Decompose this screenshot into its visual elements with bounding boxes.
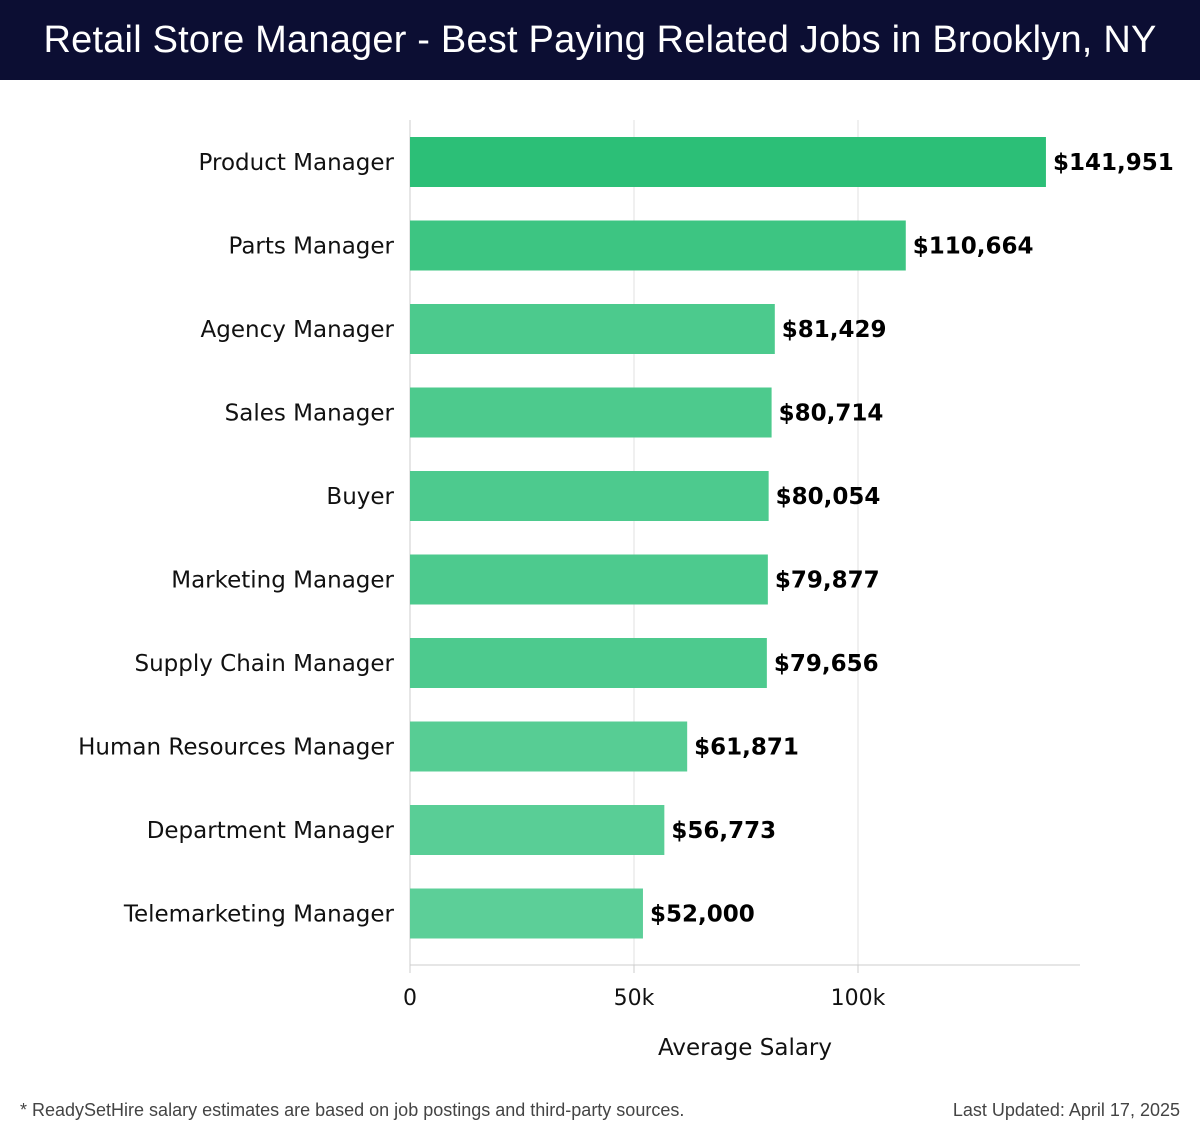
x-tick-label: 100k (831, 986, 886, 1011)
value-label: $79,877 (775, 568, 880, 594)
bar-3 (410, 304, 775, 354)
x-tick-label: 50k (614, 986, 655, 1011)
category-label: Buyer (326, 484, 394, 510)
category-label: Marketing Manager (171, 568, 394, 594)
value-label: $110,664 (913, 234, 1034, 260)
category-label: Product Manager (199, 150, 395, 176)
bar-1 (410, 137, 1046, 187)
bar-5 (410, 471, 769, 521)
bar-7 (410, 638, 767, 688)
bar-9 (410, 805, 665, 855)
bar-2 (410, 220, 906, 271)
value-label: $52,000 (650, 902, 755, 928)
value-label: $81,429 (782, 317, 887, 343)
category-label: Telemarketing Manager (123, 902, 395, 928)
header-bar: Retail Store Manager - Best Paying Relat… (0, 0, 1200, 80)
bar-6 (410, 554, 768, 605)
x-axis-title: Average Salary (658, 1035, 832, 1061)
category-label: Agency Manager (201, 317, 395, 343)
value-label: $61,871 (694, 735, 799, 761)
value-label: $80,054 (776, 484, 881, 510)
category-label: Human Resources Manager (78, 735, 394, 761)
bar-10 (410, 888, 643, 939)
category-label: Parts Manager (228, 234, 394, 260)
x-tick-label: 0 (403, 986, 417, 1011)
value-label: $80,714 (779, 401, 884, 427)
last-updated: Last Updated: April 17, 2025 (952, 1100, 1180, 1120)
category-label: Supply Chain Manager (134, 651, 394, 677)
bar-4 (410, 387, 772, 438)
source-note: * ReadySetHire salary estimates are base… (20, 1100, 685, 1120)
bar-8 (410, 721, 688, 772)
value-label: $79,656 (774, 651, 879, 677)
value-label: $56,773 (671, 818, 776, 844)
bar-chart: Product Manager $141,951 Parts Manager $110… (78, 120, 1174, 1061)
value-label: $141,951 (1053, 150, 1174, 176)
chart-title: Retail Store Manager - Best Paying Relat… (43, 18, 1157, 61)
category-label: Department Manager (147, 818, 395, 844)
category-label: Sales Manager (225, 401, 395, 427)
